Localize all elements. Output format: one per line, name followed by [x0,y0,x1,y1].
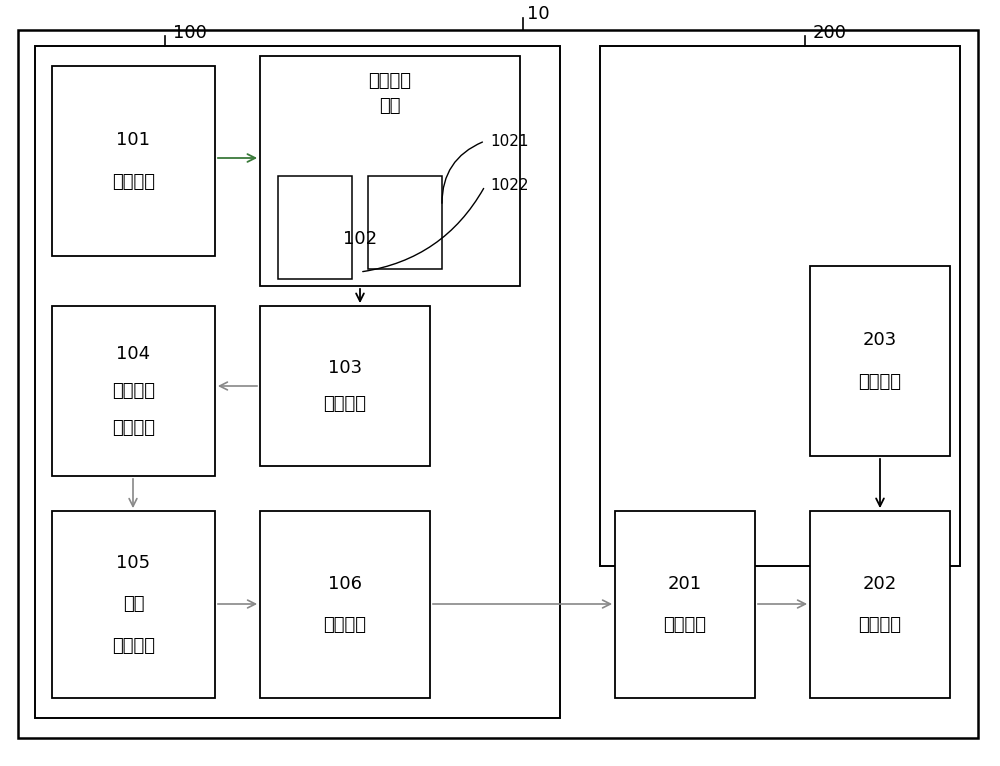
Text: 104: 104 [116,345,151,362]
Text: 103: 103 [328,359,362,378]
Text: 节目制作: 节目制作 [112,637,155,655]
Bar [600,46,960,566]
Text: 设置模块: 设置模块 [112,382,155,400]
Text: 接收模块: 接收模块 [664,616,706,634]
Text: 100: 100 [173,24,207,42]
Bar [52,306,215,476]
Bar [278,176,352,279]
Bar [810,266,950,456]
Text: 102: 102 [343,230,377,248]
Text: 200: 200 [813,24,847,42]
Bar [260,56,520,286]
Text: 工具: 工具 [379,97,401,115]
Text: 记录模块: 记录模块 [324,394,366,413]
Text: 1022: 1022 [490,178,528,194]
Text: 接收模块: 接收模块 [112,173,155,191]
Text: 10: 10 [527,5,550,23]
Text: 101: 101 [116,131,150,149]
Text: 文档转换: 文档转换 [368,72,412,90]
Text: 播放属性: 播放属性 [112,420,155,437]
Bar [368,176,442,269]
Bar [615,511,755,698]
Text: 获取模块: 获取模块 [858,616,902,634]
Text: 播放模块: 播放模块 [858,373,902,391]
Bar [35,46,560,718]
Text: 105: 105 [116,555,151,572]
Bar [260,511,430,698]
Text: 模块: 模块 [123,595,144,614]
Text: 201: 201 [668,575,702,593]
Text: 1021: 1021 [490,133,528,149]
Bar [52,66,215,256]
Text: 203: 203 [863,331,897,349]
Text: 106: 106 [328,575,362,593]
Bar [52,511,215,698]
Text: 发布模块: 发布模块 [324,616,366,634]
Text: 202: 202 [863,575,897,593]
Bar [810,511,950,698]
Bar [260,306,430,466]
